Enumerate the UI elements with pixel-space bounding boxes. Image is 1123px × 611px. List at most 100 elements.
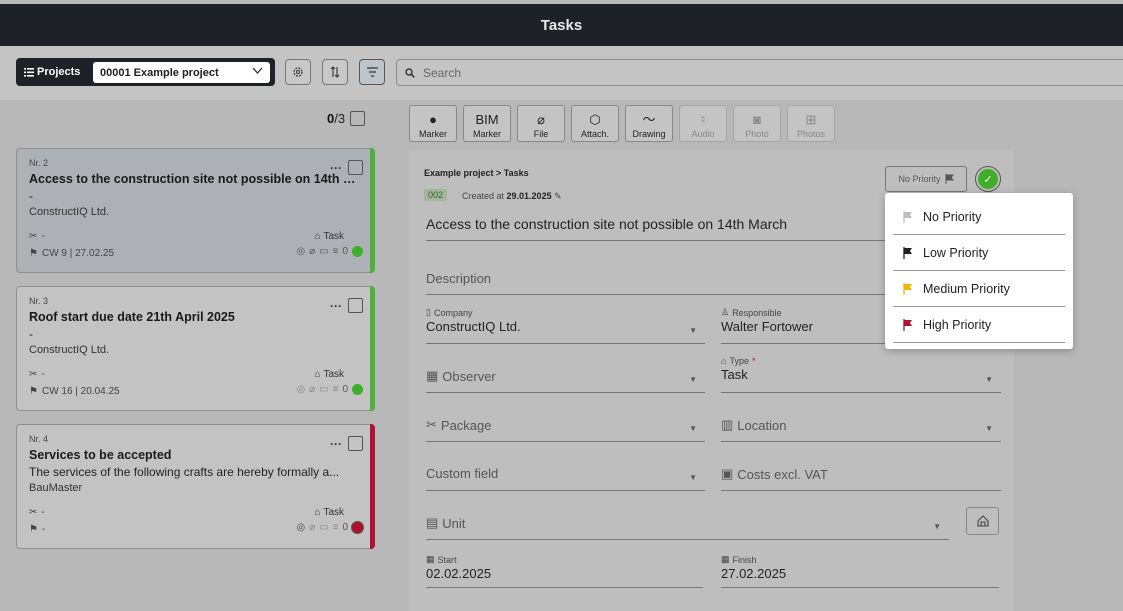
filter-icon: ≡ — [332, 246, 339, 257]
search-bar[interactable]: Search — [396, 59, 1123, 86]
settings-button[interactable] — [285, 59, 311, 85]
tag-icon: ⌂ — [314, 231, 321, 242]
search-icon — [405, 67, 415, 78]
task-indicators: ◎ ⌀ ▭ ≡ 0 — [296, 384, 363, 395]
description-field[interactable]: Description — [426, 271, 1001, 295]
comment-icon: ▭ — [319, 522, 329, 533]
audio-button[interactable]: ♮ Audio — [679, 105, 727, 142]
task-number: Nr. 3 — [29, 296, 49, 306]
search-input[interactable]: Search — [423, 65, 462, 80]
deadline-value: - — [41, 524, 46, 535]
task-type: ⌂ Task — [314, 231, 344, 242]
location-placeholder: ▥ Location — [721, 417, 1001, 433]
file-button[interactable]: ⌀ File — [517, 105, 565, 142]
complete-toggle[interactable]: ✓ — [975, 166, 1001, 192]
costs-text: Costs excl. VAT — [737, 466, 828, 482]
drawing-button[interactable]: 〜 Drawing — [625, 105, 673, 142]
projects-menu[interactable]: Projects — [24, 66, 80, 78]
flag-icon — [903, 246, 912, 259]
tag-icon: ⌂ — [721, 356, 727, 366]
status-bar — [370, 148, 375, 273]
start-label: ▦ Start — [426, 554, 703, 565]
comment-icon: ▭ — [319, 384, 329, 395]
page-title: Tasks — [540, 16, 583, 34]
list-icon — [24, 67, 34, 77]
bim-marker-button[interactable]: BIM Marker — [463, 105, 511, 142]
priority-option-none[interactable]: No Priority — [893, 199, 1065, 235]
deadline-value: CW 16 | 20.04.25 — [41, 386, 120, 397]
priority-option-high[interactable]: High Priority — [893, 307, 1065, 343]
photos-button[interactable]: ⊞ Photos — [787, 105, 835, 142]
bim-icon: BIM — [475, 112, 499, 127]
filter-button[interactable] — [359, 59, 385, 85]
task-company: BauMaster — [29, 482, 83, 494]
select-all-checkbox[interactable] — [350, 111, 366, 126]
finish-value: 27.02.2025 — [721, 566, 787, 581]
attach-button[interactable]: ⬡ Attach. — [571, 105, 619, 142]
tool-label: Marker — [418, 129, 447, 139]
task-checkbox[interactable] — [348, 160, 363, 175]
check-icon: ✓ — [978, 169, 998, 189]
more-menu-button[interactable]: ··· — [330, 161, 342, 175]
task-card[interactable]: Nr. 2 ··· Access to the construction sit… — [16, 148, 375, 273]
photo-button[interactable]: ◙ Photo — [733, 105, 781, 142]
projects-label: Projects — [37, 66, 81, 78]
task-list: 0/3 Nr. 2 ··· Access to the construction… — [0, 100, 390, 611]
description-placeholder: Description — [426, 271, 492, 286]
package-text: Package — [440, 417, 492, 433]
project-dropdown[interactable]: 00001 Example project — [93, 62, 270, 83]
task-deadline: ⚑ CW 16 | 20.04.25 — [29, 386, 120, 397]
selected-count: 0 — [327, 111, 335, 126]
marker-button[interactable]: ● Marker — [409, 105, 457, 142]
indicator-count: 0 — [342, 522, 348, 533]
more-menu-button[interactable]: ··· — [330, 299, 342, 313]
responsible-field[interactable]: ♙ Responsible Walter Fortower — [721, 307, 1001, 344]
paperclip-icon: ⌀ — [537, 112, 545, 127]
created-label: Created at — [462, 191, 507, 201]
finish-label-text: Finish — [732, 554, 757, 565]
pencil-icon[interactable]: ✎ — [554, 191, 562, 201]
task-card[interactable]: Nr. 3 ··· Roof start due date 21th April… — [16, 286, 375, 411]
finish-field[interactable]: ▦ Finish 27.02.2025 — [721, 554, 999, 588]
breadcrumb[interactable]: Example project > Tasks — [424, 168, 529, 178]
caret-down-icon: ▼ — [689, 424, 697, 433]
calendar-icon: ▦ — [426, 554, 435, 564]
task-title-input[interactable]: Access to the construction site not poss… — [426, 216, 1001, 241]
package-value: - — [41, 369, 45, 380]
priority-option-label: Medium Priority — [923, 281, 1010, 296]
task-checkbox[interactable] — [348, 436, 363, 451]
sort-button[interactable] — [322, 59, 348, 85]
user-icon: ♙ — [721, 307, 730, 317]
responsible-label: ♙ Responsible — [721, 307, 1001, 318]
custom-field-placeholder: Custom field — [426, 466, 499, 481]
task-card[interactable]: Nr. 4 ··· Services to be accepted The se… — [16, 424, 375, 549]
custom-field[interactable]: Custom field ▼ — [426, 466, 705, 491]
more-menu-button[interactable]: ··· — [330, 437, 342, 451]
flag-icon: ⚑ — [29, 248, 38, 259]
tool-label: File — [533, 129, 549, 139]
task-number: Nr. 4 — [29, 434, 49, 444]
status-dot — [352, 384, 363, 395]
location-field[interactable]: ▥ Location ▼ — [721, 417, 1001, 442]
start-field[interactable]: ▦ Start 02.02.2025 — [426, 554, 703, 588]
priority-option-low[interactable]: Low Priority — [893, 235, 1065, 271]
package-field[interactable]: ✂ Package ▼ — [426, 417, 705, 442]
task-checkbox[interactable] — [348, 298, 363, 313]
filter-icon: ≡ — [332, 384, 339, 395]
costs-field[interactable]: ▣ Costs excl. VAT — [721, 466, 1001, 491]
priority-option-label: Low Priority — [923, 245, 989, 260]
company-field[interactable]: ▯ Company ConstructIQ Ltd. ▼ — [426, 307, 705, 344]
type-label-text: Type — [729, 356, 749, 366]
deadline-value: CW 9 | 27.02.25 — [41, 248, 115, 259]
task-package: ✂ - — [29, 369, 45, 380]
start-value: 02.02.2025 — [426, 566, 492, 581]
task-deadline: ⚑ CW 9 | 27.02.25 — [29, 248, 114, 259]
type-field[interactable]: ⌂ Type * Task ▼ — [721, 356, 1001, 393]
caret-down-icon: ▼ — [985, 375, 993, 384]
unit-field[interactable]: ▤ Unit ▼ — [426, 515, 949, 540]
unit-picker-button[interactable] — [966, 507, 999, 535]
observer-field[interactable]: ▦ Observer ▼ — [426, 368, 705, 393]
created-date: 29.01.2025 — [506, 191, 552, 201]
priority-button[interactable]: No Priority — [885, 166, 967, 192]
priority-option-medium[interactable]: Medium Priority — [893, 271, 1065, 307]
